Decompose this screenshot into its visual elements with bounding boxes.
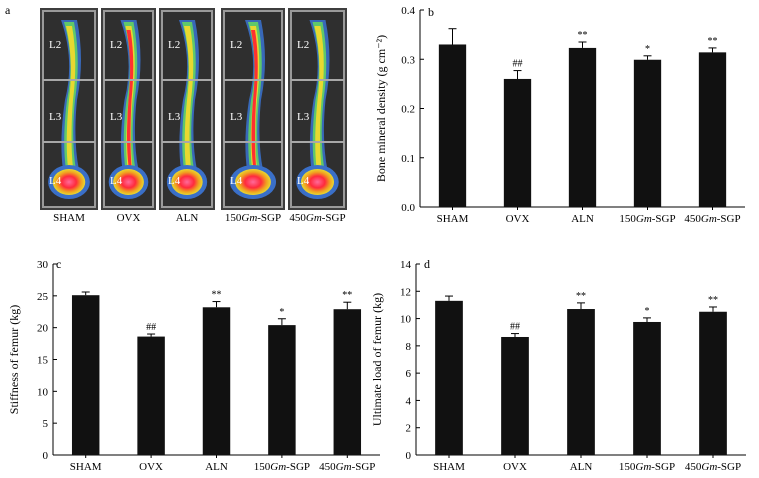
y-tick-label: 0 xyxy=(406,450,412,462)
panel-a-dxa-images: a L2 L3 L4 L2 L3 L4 L2 L3 L4 L2 L3 L4 L2 L3 L4 SHAM OVX… xyxy=(5,3,347,224)
vertebra-label-l3: L3 xyxy=(230,111,243,123)
significance-mark: ## xyxy=(510,322,520,333)
significance-mark: * xyxy=(279,307,284,318)
vertebra-label-l4: L4 xyxy=(168,175,181,187)
vertebra-label-l3: L3 xyxy=(168,111,181,123)
vertebra-label-l2: L2 xyxy=(230,39,242,51)
x-tick-label: OVX xyxy=(503,461,527,473)
chart-panel-d: d 0 2 4 6 8 10 12 14 Ultimate load of femur (kg)… xyxy=(370,257,746,473)
significance-mark: ** xyxy=(342,290,352,301)
chart-panel-b: b 0.0 0.1 0.2 0.3 0.4 Bone mineral density (g… xyxy=(374,5,745,225)
x-tick-label: OVX xyxy=(139,461,163,473)
x-tick-label: 150Gm-SGP xyxy=(254,461,310,473)
bar xyxy=(438,44,467,207)
panel-a-group-label-5: 450Gm-SGP xyxy=(289,212,345,224)
bar xyxy=(435,300,463,455)
y-tick-label: 10 xyxy=(37,386,49,398)
dxa-scan-1: L2 L3 L4 xyxy=(40,8,98,210)
vertebra-label-l3: L3 xyxy=(297,111,310,123)
significance-mark: ** xyxy=(708,36,718,47)
bar xyxy=(568,47,597,207)
panel-a-group-label-2: OVX xyxy=(117,212,141,224)
y-tick-label: 25 xyxy=(37,291,49,303)
x-tick-label: SHAM xyxy=(433,461,465,473)
bar xyxy=(633,59,662,208)
y-tick-label: 30 xyxy=(37,259,49,271)
y-axis-label: Stiffness of femur (kg) xyxy=(7,305,21,414)
significance-mark: * xyxy=(645,306,650,317)
bar xyxy=(137,336,165,455)
y-tick-label: 10 xyxy=(400,314,412,326)
x-tick-label: 450Gm-SGP xyxy=(684,213,740,225)
dxa-scan-5: L2 L3 L4 xyxy=(288,8,347,210)
bar xyxy=(501,336,529,455)
panel-d-label: d xyxy=(424,257,430,271)
y-tick-label: 6 xyxy=(406,368,412,380)
significance-mark: * xyxy=(645,44,650,55)
y-tick-label: 0.2 xyxy=(401,104,415,116)
panel-a-group-label-3: ALN xyxy=(176,212,199,224)
y-tick-label: 14 xyxy=(400,259,412,271)
y-tick-label: 0.3 xyxy=(401,54,415,66)
bar xyxy=(633,321,661,455)
x-tick-label: OVX xyxy=(506,213,530,225)
significance-mark: ** xyxy=(708,295,718,306)
vertebra-label-l4: L4 xyxy=(49,175,62,187)
y-tick-label: 0.4 xyxy=(401,5,415,17)
x-tick-label: 150Gm-SGP xyxy=(619,461,675,473)
x-tick-label: SHAM xyxy=(437,213,469,225)
y-tick-label: 12 xyxy=(400,286,411,298)
vertebra-label-l2: L2 xyxy=(110,39,122,51)
x-tick-label: ALN xyxy=(571,213,594,225)
significance-mark: ** xyxy=(578,30,588,41)
bar xyxy=(699,311,727,455)
vertebra-label-l2: L2 xyxy=(297,39,309,51)
vertebra-label-l4: L4 xyxy=(110,175,123,187)
panel-b-label: b xyxy=(428,5,434,19)
y-tick-label: 0.1 xyxy=(401,153,415,165)
x-tick-label: 450Gm-SGP xyxy=(685,461,741,473)
bar xyxy=(268,325,296,455)
bar xyxy=(202,307,231,455)
x-tick-label: ALN xyxy=(570,461,593,473)
vertebra-label-l2: L2 xyxy=(168,39,180,51)
bar xyxy=(71,295,100,455)
bar xyxy=(503,78,532,207)
significance-mark: ## xyxy=(146,322,156,333)
y-tick-label: 4 xyxy=(406,395,412,407)
y-tick-label: 15 xyxy=(37,355,49,367)
dxa-scan-3: L2 L3 L4 xyxy=(159,8,215,210)
vertebra-label-l3: L3 xyxy=(49,111,62,123)
y-tick-label: 0 xyxy=(43,450,49,462)
x-tick-label: ALN xyxy=(205,461,228,473)
bar xyxy=(333,309,362,455)
y-tick-label: 0.0 xyxy=(401,202,415,214)
x-tick-label: SHAM xyxy=(70,461,102,473)
y-tick-label: 8 xyxy=(406,341,412,353)
y-axis-label: Ultimate load of femur (kg) xyxy=(370,293,384,426)
panel-c-label: c xyxy=(56,257,61,271)
chart-panel-c: c 0 5 10 15 20 25 30 Stiffness of femur (kg) SHA… xyxy=(7,257,380,473)
dxa-scan-4: L2 L3 L4 xyxy=(221,8,285,210)
y-tick-label: 2 xyxy=(406,423,412,435)
y-tick-label: 20 xyxy=(37,323,49,335)
x-tick-label: 150Gm-SGP xyxy=(619,213,675,225)
x-tick-label: 450Gm-SGP xyxy=(319,461,375,473)
significance-mark: ## xyxy=(513,59,523,70)
significance-mark: ** xyxy=(576,291,586,302)
bar xyxy=(567,309,595,455)
significance-mark: ** xyxy=(212,290,222,301)
panel-a-group-label-4: 150Gm-SGP xyxy=(225,212,281,224)
vertebra-label-l4: L4 xyxy=(297,175,310,187)
vertebra-label-l2: L2 xyxy=(49,39,61,51)
y-tick-label: 5 xyxy=(43,418,49,430)
panel-a-label: a xyxy=(5,3,11,17)
panel-a-group-label-1: SHAM xyxy=(53,212,85,224)
vertebra-label-l4: L4 xyxy=(230,175,243,187)
dxa-scan-2: L2 L3 L4 xyxy=(101,8,156,210)
y-axis-label: Bone mineral density (g cm⁻²) xyxy=(374,35,388,182)
bar xyxy=(698,52,727,208)
vertebra-label-l3: L3 xyxy=(110,111,123,123)
